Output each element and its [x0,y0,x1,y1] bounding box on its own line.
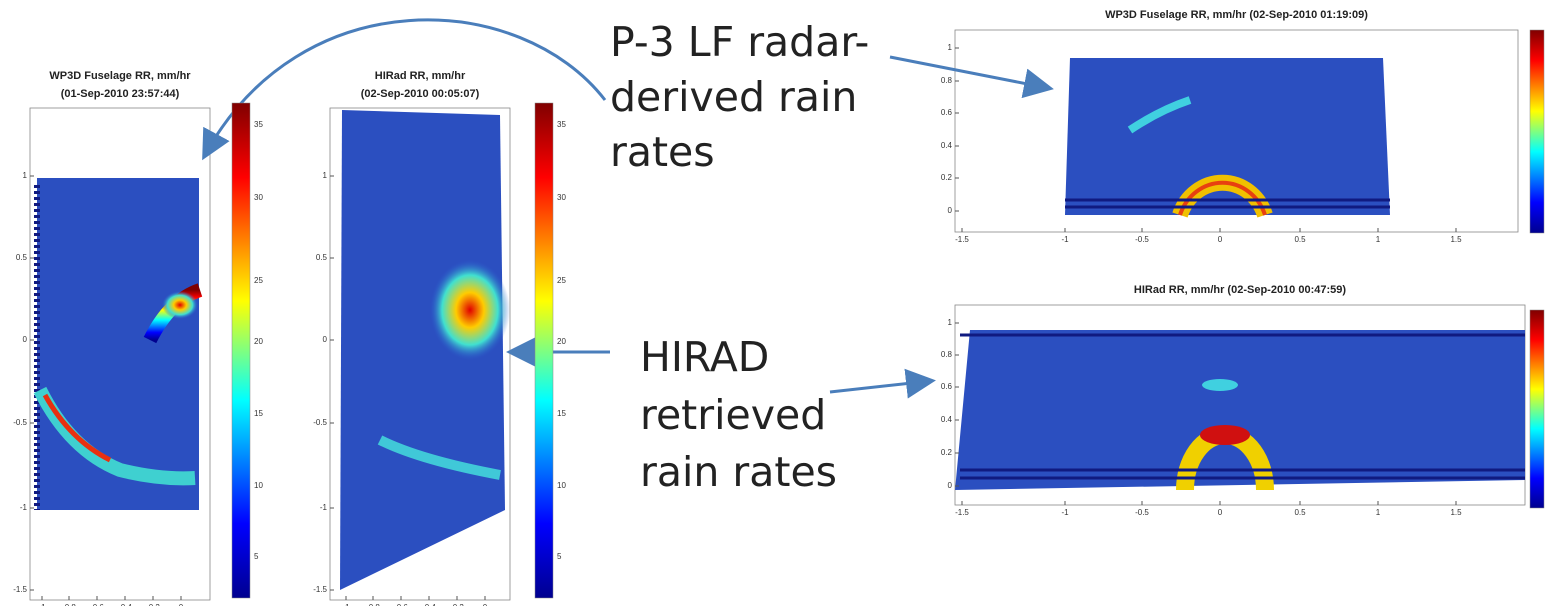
colorbar-tick-label: 15 [254,409,263,418]
y-tick-label: 1 [948,43,953,52]
x-tick-label: -0.5 [1135,508,1149,517]
colorbar-tick-label: 5 [254,552,259,561]
y-tick-label: 0 [323,335,328,344]
x-tick-label: 1 [1376,508,1381,517]
colorbar-tick-label: 15 [557,409,566,418]
y-tick-label: 0.2 [941,448,953,457]
y-tick-label: -1 [20,503,28,512]
y-tick-label: 0.2 [941,173,953,182]
y-tick-label: -1 [320,503,328,512]
annotation-text: derived rain [610,73,857,121]
colorbar [535,103,553,598]
x-tick-label: 0.5 [1294,508,1306,517]
x-tick-label: 0 [1218,508,1223,517]
y-tick-label: 1 [23,171,28,180]
y-tick-label: 0.5 [316,253,328,262]
annotation-text: P-3 LF radar- [610,18,869,66]
y-tick-label: 0.5 [16,253,28,262]
arrow [890,57,1048,88]
y-tick-label: 0.4 [941,141,953,150]
y-tick-label: -0.5 [13,418,27,427]
colorbar-tick-label: 30 [557,193,566,202]
y-tick-label: 1 [948,318,953,327]
x-tick-label: -1 [1061,235,1069,244]
y-tick-label: -1.5 [313,585,327,594]
panel-subtitle: (01-Sep-2010 23:57:44) [61,88,180,100]
colorbar [1530,30,1544,233]
x-tick-label: -0.5 [1135,235,1149,244]
y-tick-label: 0.4 [941,415,953,424]
panel-subtitle: (02-Sep-2010 00:05:07) [361,88,480,100]
colorbar-tick-label: 30 [254,193,263,202]
y-tick-label: 0 [948,481,953,490]
x-tick-label: -1.5 [955,508,969,517]
annotation-text: retrieved [640,391,826,439]
y-tick-label: 0.8 [941,350,953,359]
colorbar-tick-label: 20 [557,337,566,346]
x-tick-label: 0 [1218,235,1223,244]
y-tick-label: 0.8 [941,76,953,85]
colorbar [1530,310,1544,508]
panel-title: HIRad RR, mm/hr [375,70,466,82]
colorbar-tick-label: 35 [254,120,263,129]
x-tick-label: -1 [1061,508,1069,517]
colorbar-tick-label: 25 [557,276,566,285]
annotation-text: rain rates [640,448,837,496]
y-tick-label: 0 [948,206,953,215]
radar-image [340,110,510,590]
colorbar-tick-label: 35 [557,120,566,129]
y-tick-label: -1.5 [13,585,27,594]
colorbar [232,103,250,598]
slide: WP3D Fuselage RR, mm/hr (01-Sep-2010 23:5… [0,0,1548,606]
panel-title: HIRad RR, mm/hr (02-Sep-2010 00:47:59) [1134,284,1346,296]
x-tick-label: 1.5 [1450,235,1462,244]
colorbar-tick-label: 10 [254,481,263,490]
panel-title: WP3D Fuselage RR, mm/hr [49,70,191,82]
panel-title: WP3D Fuselage RR, mm/hr (02-Sep-2010 01:… [1105,9,1368,21]
annotation-text: rates [610,128,715,176]
y-tick-label: 1 [323,171,328,180]
colorbar-tick-label: 10 [557,481,566,490]
y-tick-label: 0 [23,335,28,344]
radar-image [1065,58,1390,215]
x-tick-label: 1.5 [1450,508,1462,517]
annotation-text: HIRAD [640,333,769,381]
x-tick-label: 1 [1376,235,1381,244]
y-tick-label: 0.6 [941,108,953,117]
arrow [830,381,930,392]
x-tick-label: 0.5 [1294,235,1306,244]
radar-image [37,178,200,510]
y-tick-label: -0.5 [313,418,327,427]
colorbar-tick-label: 25 [254,276,263,285]
x-tick-label: -1.5 [955,235,969,244]
colorbar-tick-label: 5 [557,552,562,561]
y-tick-label: 0.6 [941,382,953,391]
colorbar-tick-label: 20 [254,337,263,346]
radar-image [955,330,1525,490]
